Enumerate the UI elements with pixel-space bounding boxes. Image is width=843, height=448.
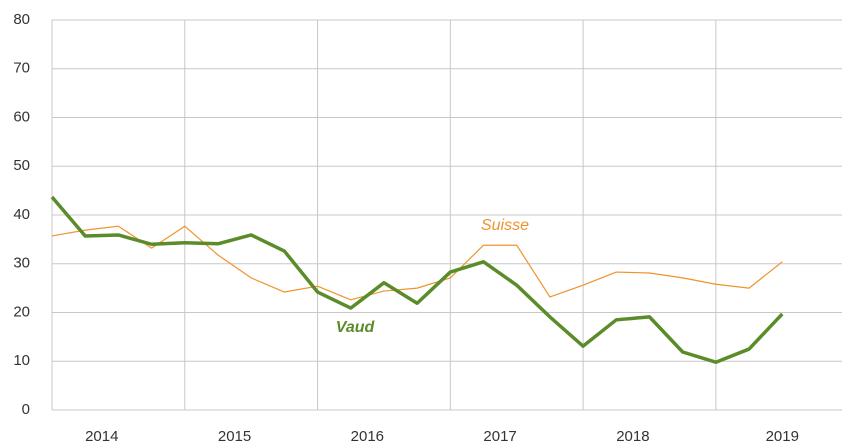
x-tick-label: 2015 (218, 428, 251, 445)
y-tick-label: 40 (13, 206, 30, 223)
series-label: Suisse (481, 217, 529, 234)
series-line (50, 195, 784, 364)
y-tick-label: 80 (13, 11, 30, 28)
y-tick-label: 70 (13, 60, 30, 77)
y-tick-label: 50 (13, 157, 30, 174)
x-tick-label: 2018 (616, 428, 649, 445)
x-tick-label: 2017 (483, 428, 516, 445)
x-tick-label: 2019 (766, 428, 799, 445)
y-tick-label: 60 (13, 108, 30, 125)
series-label: Vaud (336, 319, 376, 336)
x-tick-label: 2014 (85, 428, 118, 445)
series-line (51, 225, 783, 301)
x-tick-label: 2016 (351, 428, 384, 445)
y-tick-label: 10 (13, 352, 30, 369)
y-tick-label: 20 (13, 303, 30, 320)
y-tick-label: 0 (22, 401, 30, 418)
y-tick-label: 30 (13, 255, 30, 272)
